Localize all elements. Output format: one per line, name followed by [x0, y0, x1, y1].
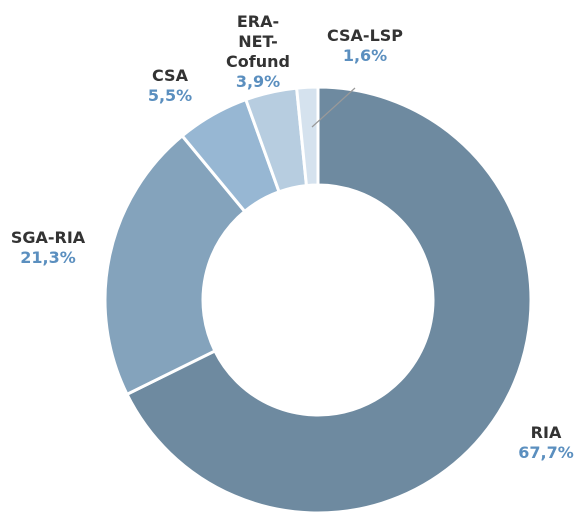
category-label: SGA-RIA	[10, 228, 86, 247]
slice-label: RIA 67,7%	[516, 423, 576, 463]
category-label: CSA	[152, 66, 188, 85]
slice-label: CSA 5,5%	[140, 66, 200, 106]
value-label: 5,5%	[147, 86, 193, 105]
donut-slice	[103, 133, 247, 397]
value-label: 3,9%	[235, 72, 281, 91]
donut-slice	[294, 85, 320, 188]
category-label: CSA-LSP	[326, 26, 404, 45]
donut-slice	[125, 85, 533, 513]
category-label: ERA-NET-Cofund	[226, 12, 290, 71]
category-label: RIA	[530, 423, 562, 442]
value-label: 67,7%	[518, 443, 574, 462]
value-label: 21,3%	[20, 248, 76, 267]
slice-label: CSA-LSP 1,6%	[320, 26, 410, 66]
value-label: 1,6%	[342, 46, 388, 65]
slice-label: ERA-NET-Cofund 3,9%	[223, 12, 293, 92]
leader-line	[311, 87, 356, 128]
slice-label: SGA-RIA 21,3%	[3, 228, 93, 268]
